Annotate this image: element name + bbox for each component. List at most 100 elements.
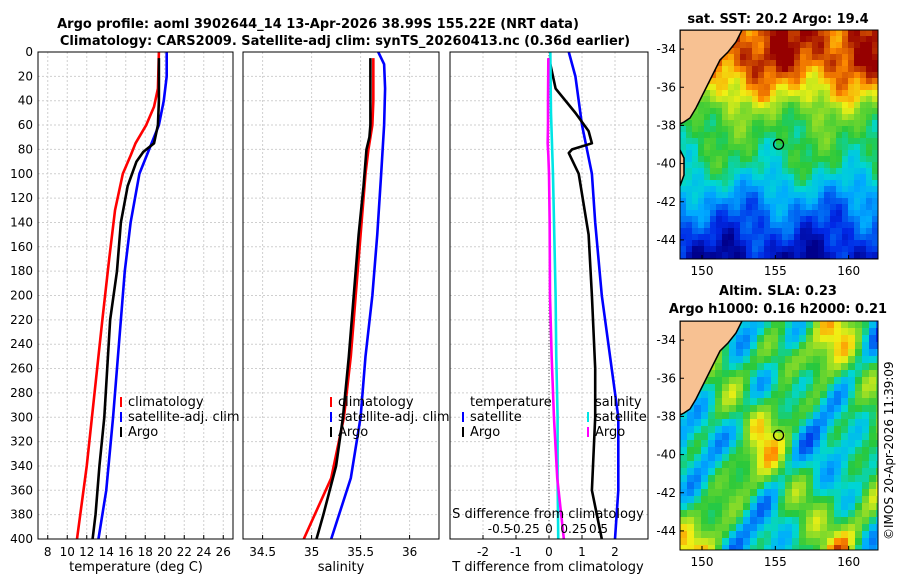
map-cell bbox=[848, 384, 856, 392]
map-cell bbox=[715, 426, 723, 434]
map-cell bbox=[827, 447, 835, 455]
map-cell bbox=[794, 144, 801, 151]
map-cell bbox=[836, 48, 843, 55]
legend-label-s-argo: Argo bbox=[595, 425, 625, 440]
map-cell bbox=[818, 192, 825, 199]
map-cell bbox=[701, 531, 709, 539]
map-cell bbox=[848, 503, 856, 511]
map-cell bbox=[866, 36, 873, 43]
legend-swatch-t-satellite bbox=[462, 412, 464, 422]
map-cell bbox=[729, 496, 737, 504]
map-cell bbox=[827, 356, 835, 364]
x-tick-label: -2 bbox=[477, 545, 489, 559]
map-cell bbox=[680, 120, 687, 127]
map-cell bbox=[743, 349, 751, 357]
map-cell bbox=[698, 120, 705, 127]
map-cell bbox=[848, 234, 855, 241]
depth-tick-label: 300 bbox=[10, 410, 33, 424]
map-cell bbox=[869, 475, 877, 483]
map-cell bbox=[704, 234, 711, 241]
map-cell bbox=[687, 461, 695, 469]
map-cell bbox=[704, 90, 711, 97]
map-cell bbox=[854, 246, 861, 253]
map-cell bbox=[862, 433, 870, 441]
map-cell bbox=[788, 186, 795, 193]
map-cell bbox=[827, 391, 835, 399]
map-cell bbox=[776, 54, 783, 61]
map-cell bbox=[806, 384, 814, 392]
map-cell bbox=[842, 102, 849, 109]
map-cell bbox=[842, 246, 849, 253]
map-cell bbox=[776, 144, 783, 151]
map-cell bbox=[757, 461, 765, 469]
map-cell bbox=[812, 234, 819, 241]
map-cell bbox=[824, 132, 831, 139]
map-cell bbox=[722, 363, 730, 371]
map-cell bbox=[776, 216, 783, 223]
map-cell bbox=[782, 150, 789, 157]
map-cell bbox=[708, 524, 716, 532]
map-cell bbox=[728, 102, 735, 109]
map-cell bbox=[686, 186, 693, 193]
map-cell bbox=[806, 475, 814, 483]
map-cell bbox=[799, 454, 807, 462]
map-cell bbox=[729, 363, 737, 371]
map-cell bbox=[722, 234, 729, 241]
map-cell bbox=[812, 138, 819, 145]
map-cell bbox=[743, 426, 751, 434]
map-cell bbox=[813, 517, 821, 525]
map-cell bbox=[701, 426, 709, 434]
map-cell bbox=[764, 252, 771, 259]
map-cell bbox=[860, 174, 867, 181]
map-cell bbox=[827, 489, 835, 497]
map-cell bbox=[729, 440, 737, 448]
map-cell bbox=[750, 363, 758, 371]
map-cell bbox=[830, 156, 837, 163]
map-cell bbox=[836, 222, 843, 229]
map-cell bbox=[830, 60, 837, 67]
map-cell bbox=[827, 482, 835, 490]
map-cell bbox=[771, 419, 779, 427]
map-cell bbox=[813, 398, 821, 406]
map-cell bbox=[764, 482, 772, 490]
map-cell bbox=[782, 96, 789, 103]
map-cell bbox=[836, 252, 843, 259]
map-cell bbox=[872, 72, 878, 79]
map-cell bbox=[758, 198, 765, 205]
map-cell bbox=[869, 426, 877, 434]
map-cell bbox=[752, 216, 759, 223]
map-cell bbox=[788, 138, 795, 145]
map-cell bbox=[764, 126, 771, 133]
map-cell bbox=[729, 426, 737, 434]
map-cell bbox=[800, 90, 807, 97]
map-cell bbox=[824, 60, 831, 67]
map-cell bbox=[708, 461, 716, 469]
map-cell bbox=[818, 42, 825, 49]
x-tick-label: 14 bbox=[99, 545, 114, 559]
map-cell bbox=[692, 126, 699, 133]
map-cell bbox=[708, 447, 716, 455]
map-cell bbox=[824, 42, 831, 49]
map-cell bbox=[860, 144, 867, 151]
x-tick-label: 10 bbox=[60, 545, 75, 559]
map-cell bbox=[778, 426, 786, 434]
map-cell bbox=[776, 120, 783, 127]
map-cell bbox=[827, 426, 835, 434]
map-cell bbox=[694, 545, 702, 550]
map-cell bbox=[824, 216, 831, 223]
map-cell bbox=[782, 192, 789, 199]
map-cell bbox=[686, 162, 693, 169]
map-cell bbox=[770, 234, 777, 241]
sla-map-cells bbox=[680, 321, 878, 550]
map-cell bbox=[776, 102, 783, 109]
map-cell bbox=[842, 228, 849, 235]
map-cell bbox=[800, 198, 807, 205]
map-cell bbox=[862, 412, 870, 420]
map-cell bbox=[842, 30, 849, 37]
map-cell bbox=[834, 328, 842, 336]
x-tick-label: 35.5 bbox=[347, 545, 374, 559]
map-cell bbox=[698, 228, 705, 235]
map-cell bbox=[734, 192, 741, 199]
map-cell bbox=[866, 240, 873, 247]
map-cell bbox=[708, 405, 716, 413]
